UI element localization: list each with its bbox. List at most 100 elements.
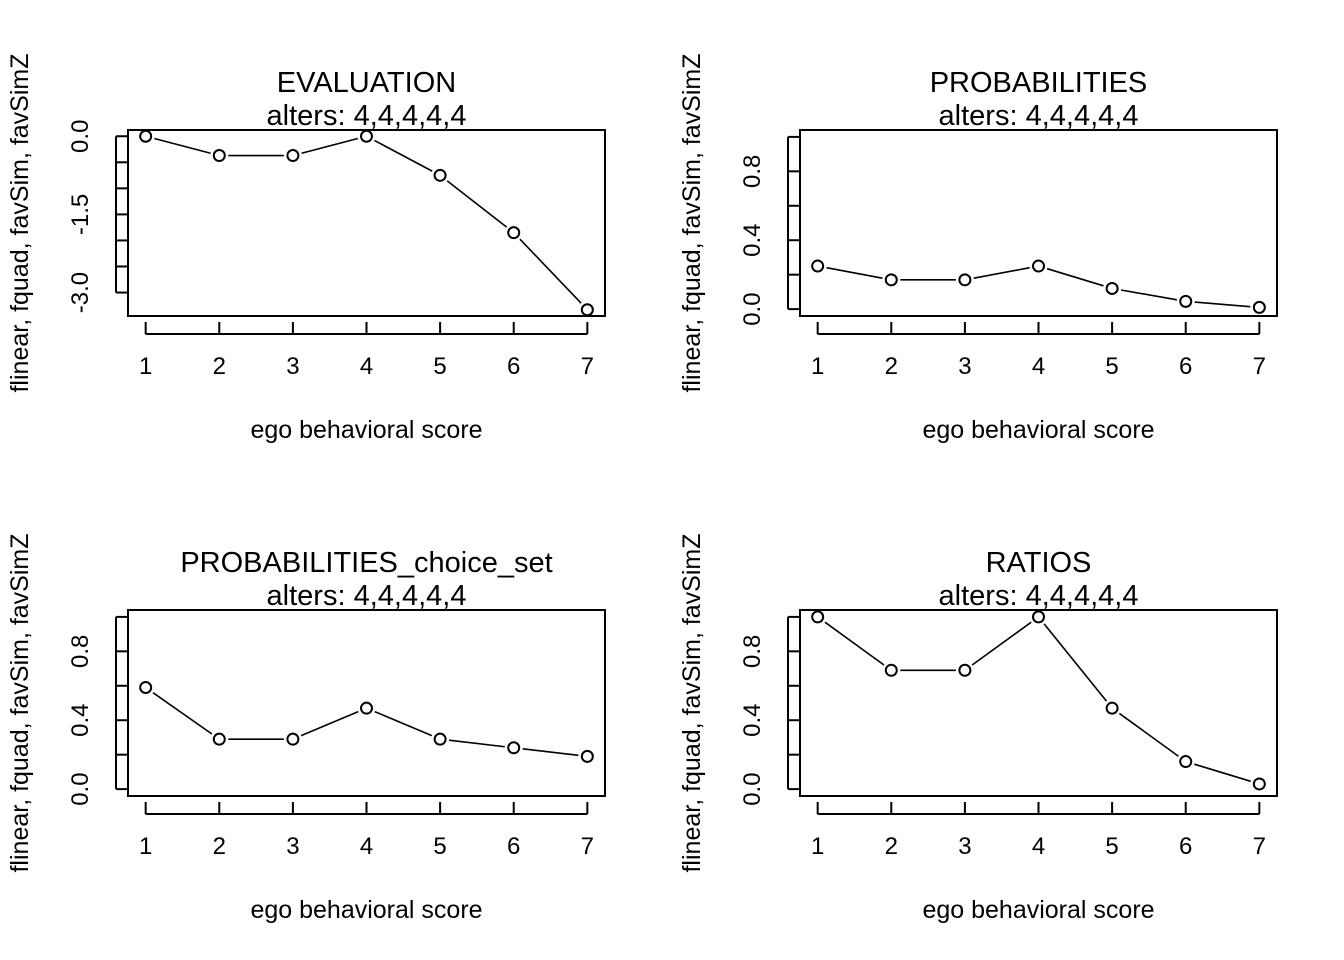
data-point	[958, 663, 972, 677]
x-tick-label: 7	[581, 353, 594, 380]
plot-frame	[799, 129, 1278, 317]
y-axis-label: flinear, fquad, favSim, favSimZ	[678, 533, 706, 872]
series-line-segment	[152, 692, 213, 735]
x-tick-label: 2	[885, 353, 898, 380]
data-point	[212, 732, 226, 746]
series-line-segment	[971, 621, 1032, 666]
x-tick-label: 2	[213, 353, 226, 380]
plot-frame	[127, 129, 606, 317]
data-point	[1252, 300, 1266, 314]
data-point	[139, 129, 153, 143]
series-line-segment	[1194, 763, 1251, 783]
x-tick-label: 1	[139, 353, 152, 380]
y-tick-label: 0.8	[739, 635, 766, 668]
data-point	[433, 168, 447, 182]
data-point	[580, 303, 594, 317]
x-tick-label: 4	[1032, 353, 1045, 380]
x-tick-label: 5	[1105, 833, 1118, 860]
y-axis-label: flinear, fquad, favSim, favSimZ	[6, 53, 34, 392]
data-point	[580, 749, 594, 763]
y-tick-label: 0.4	[739, 704, 766, 737]
series-line-segment	[1118, 712, 1179, 757]
x-tick-label: 4	[360, 353, 373, 380]
series-line-segment	[154, 137, 211, 155]
panel-title: EVALUATION	[277, 67, 456, 99]
x-tick-label: 7	[1253, 353, 1266, 380]
panel-subtitle: alters: 4,4,4,4,4	[267, 100, 467, 132]
panel-title: RATIOS	[986, 547, 1092, 579]
series-line-segment	[1120, 289, 1177, 301]
y-tick-label: 0.4	[67, 704, 94, 737]
y-tick-label: -3.0	[67, 272, 94, 313]
x-tick-label: 3	[286, 833, 299, 860]
x-tick-label: 7	[1253, 833, 1266, 860]
data-point	[958, 273, 972, 287]
panel-subtitle: alters: 4,4,4,4,4	[939, 100, 1139, 132]
data-point	[286, 149, 300, 163]
x-axis-label: ego behavioral score	[250, 896, 482, 924]
y-tick-label: 0.0	[67, 772, 94, 805]
series-line-segment	[519, 238, 582, 304]
data-point	[1252, 777, 1266, 791]
data-point	[507, 741, 521, 755]
data-point	[811, 610, 825, 624]
y-tick-label: 0.0	[67, 120, 94, 153]
data-point	[507, 226, 521, 240]
data-point	[1179, 294, 1193, 308]
x-tick-label: 1	[811, 833, 824, 860]
series-line-segment	[1194, 301, 1251, 308]
x-tick-label: 6	[507, 353, 520, 380]
x-axis-label: ego behavioral score	[250, 416, 482, 444]
x-tick-label: 5	[433, 833, 446, 860]
data-point	[1105, 281, 1119, 295]
y-tick-label: -1.5	[67, 194, 94, 235]
series-line-segment	[374, 139, 433, 172]
x-tick-label: 5	[433, 353, 446, 380]
x-tick-label: 3	[958, 353, 971, 380]
x-tick-label: 4	[1032, 833, 1045, 860]
x-tick-label: 1	[139, 833, 152, 860]
data-point	[139, 681, 153, 694]
data-point	[360, 129, 373, 143]
y-tick-label: 0.4	[739, 224, 766, 257]
x-axis-label: ego behavioral score	[922, 896, 1154, 924]
series-line-segment	[300, 710, 359, 737]
x-tick-label: 6	[1179, 353, 1192, 380]
x-tick-label: 5	[1105, 353, 1118, 380]
x-tick-label: 6	[1179, 833, 1192, 860]
data-point	[1032, 259, 1045, 273]
series-line-segment	[1046, 267, 1104, 287]
data-point	[1179, 755, 1193, 769]
y-tick-label: 0.8	[67, 635, 94, 668]
series-line-segment	[448, 739, 505, 748]
x-tick-label: 7	[581, 833, 594, 860]
series-line-segment	[301, 137, 358, 155]
plot-frame	[127, 609, 606, 797]
x-tick-label: 3	[958, 833, 971, 860]
y-tick-label: 0.8	[739, 155, 766, 188]
panel-title: PROBABILITIES_choice_set	[180, 547, 552, 579]
series-line-segment	[522, 748, 579, 757]
data-point	[212, 149, 226, 163]
y-tick-label: 0.0	[739, 772, 766, 805]
data-point	[884, 663, 898, 677]
series-line-segment	[824, 621, 885, 666]
data-point	[884, 273, 898, 287]
x-tick-label: 3	[286, 353, 299, 380]
x-tick-label: 2	[885, 833, 898, 860]
panel-title: PROBABILITIES	[930, 67, 1148, 99]
x-tick-label: 4	[360, 833, 373, 860]
plot-frame	[799, 609, 1278, 797]
y-axis-label: flinear, fquad, favSim, favSimZ	[678, 53, 706, 392]
x-tick-label: 2	[213, 833, 226, 860]
series-line-segment	[446, 180, 508, 228]
x-axis-label: ego behavioral score	[922, 416, 1154, 444]
data-point	[811, 259, 825, 273]
series-line-segment	[973, 266, 1030, 279]
data-point	[1105, 701, 1119, 715]
